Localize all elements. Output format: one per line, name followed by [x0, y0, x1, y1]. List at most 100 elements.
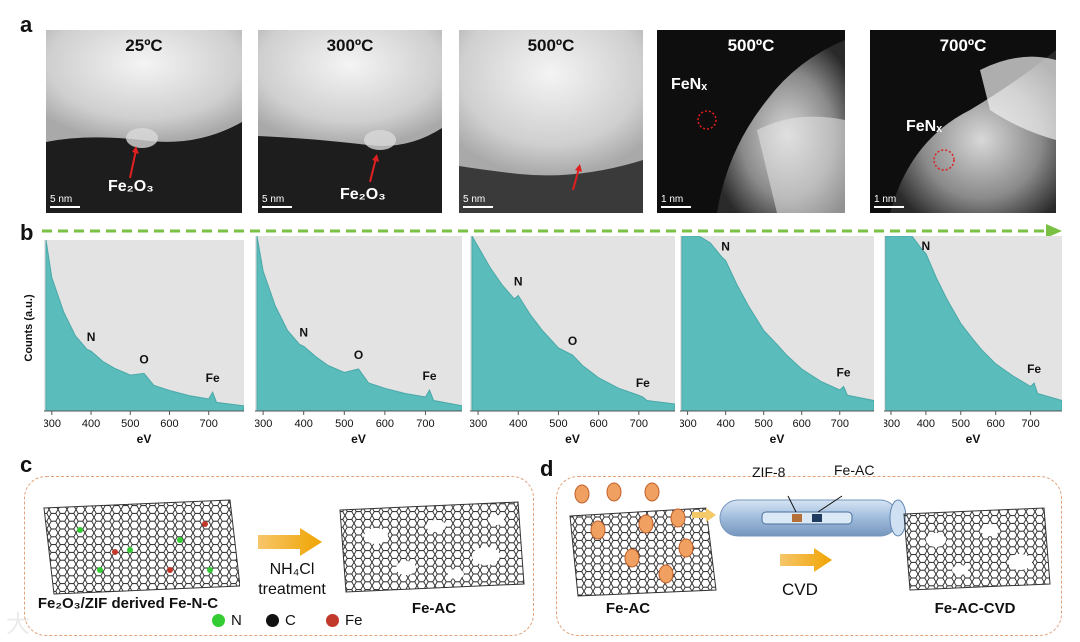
- panel-d-caption-left: Fe-AC: [605, 600, 651, 617]
- scale-bar-1: 5 nm: [50, 194, 80, 208]
- tem-image-3: 500ºC 5 nm: [459, 30, 643, 213]
- x-axis-label: eV: [565, 432, 580, 446]
- x-tick-label: 500: [952, 418, 970, 430]
- eels-spectrum-1: 300 400 500 600 700 eV N O Fe: [44, 240, 244, 446]
- fe-ac-cvd-sheet: [903, 507, 1051, 591]
- x-tick-label: 300: [255, 418, 272, 430]
- peak-label-n: N: [299, 325, 308, 339]
- spectrum-ylabel-wrap: Counts (a.u.): [14, 262, 44, 412]
- tem-temperature-2: 300ºC: [326, 36, 374, 55]
- tem-annotation-2: Fe₂O₃: [340, 186, 386, 203]
- x-tick-label: 500: [549, 418, 567, 430]
- x-tick-label: 400: [716, 418, 734, 430]
- cvd-tube: [719, 495, 906, 537]
- eels-spectrum-2: 300 400 500 600 700 eV N O Fe: [255, 236, 462, 446]
- treatment-arrow: [258, 528, 322, 556]
- x-tick-label: 600: [376, 418, 394, 430]
- x-tick-label: 400: [295, 418, 313, 430]
- scale-bar-3: 5 nm: [463, 194, 493, 208]
- spectrum-area: [256, 236, 462, 412]
- panel-label-c: c: [20, 452, 33, 477]
- x-axis-label: eV: [137, 432, 152, 446]
- peak-label-o: O: [139, 352, 148, 366]
- x-tick-label: 700: [200, 418, 218, 430]
- fe-atom-icon: [326, 614, 339, 627]
- tem-image-4: 500ºC FeNₓ 1 nm: [657, 30, 845, 213]
- feed-arrow: [692, 508, 716, 522]
- x-axis-label: eV: [770, 432, 785, 446]
- peak-label-n: N: [721, 240, 730, 254]
- peak-label-n: N: [922, 239, 931, 253]
- peak-label-fe: Fe: [206, 371, 220, 385]
- tube-label-fe-ac: Fe-AC: [834, 462, 875, 478]
- tem-annotation-1: Fe₂O₃: [108, 178, 154, 195]
- x-tick-label: 400: [509, 418, 527, 430]
- tem-temperature-1: 25ºC: [125, 36, 163, 55]
- n-atom-icon: [212, 614, 225, 627]
- panel-label-b: b: [20, 220, 34, 245]
- x-tick-label: 600: [160, 418, 178, 430]
- x-axis-label: eV: [351, 432, 366, 446]
- peak-label-fe: Fe: [837, 366, 851, 380]
- fe-ac-sheet: [339, 501, 525, 593]
- spectrum-area: [471, 236, 675, 412]
- spectrum-area: [885, 236, 1062, 412]
- x-tick-label: 300: [884, 418, 900, 430]
- panel-label-a: a: [20, 12, 33, 37]
- cvd-arrow: [780, 548, 832, 572]
- x-axis-label: eV: [966, 432, 981, 446]
- spectrum-area: [45, 240, 244, 412]
- tem-image-5: 700ºC FeNₓ 1 nm: [870, 30, 1056, 213]
- temperature-progression-arrow: [42, 224, 1062, 238]
- cvd-label: CVD: [782, 580, 818, 599]
- panel-c-box: [24, 476, 534, 636]
- panel-d-box: [556, 476, 1062, 636]
- tem-temperature-3: 500ºC: [527, 36, 575, 55]
- peak-label-o: O: [354, 348, 363, 362]
- tem-annotation-4: FeNₓ: [671, 76, 708, 93]
- panel-label-d: d: [540, 456, 554, 481]
- peak-label-n: N: [514, 275, 523, 289]
- x-tick-label: 500: [335, 418, 353, 430]
- legend-item-fe: Fe: [326, 612, 363, 629]
- panel-c-caption-left: Fe₂O₃/ZIF derived Fe-N-C: [37, 595, 219, 612]
- x-tick-label: 700: [630, 418, 648, 430]
- x-tick-label: 700: [1021, 418, 1039, 430]
- x-tick-label: 400: [917, 418, 935, 430]
- x-tick-label: 600: [793, 418, 811, 430]
- scale-bar-2: 5 nm: [262, 194, 292, 208]
- legend-item-c: C: [266, 612, 296, 629]
- eels-spectrum-5: 300 400 500 600 700 eV N Fe: [884, 236, 1062, 446]
- treatment-label: NH₄Cl treatment: [244, 560, 340, 600]
- spectrum-area: [681, 236, 874, 412]
- eels-spectrum-4: 300 400 500 600 700 eV N Fe: [680, 236, 874, 446]
- peak-label-fe: Fe: [1027, 362, 1041, 376]
- legend-item-n: N: [212, 612, 242, 629]
- x-tick-label: 300: [470, 418, 487, 430]
- treatment-label-line2: treatment: [258, 581, 326, 598]
- x-tick-label: 300: [44, 418, 61, 430]
- treatment-label-line1: NH₄Cl: [269, 561, 315, 578]
- peak-label-o: O: [568, 334, 577, 348]
- x-tick-label: 600: [589, 418, 607, 430]
- fe-n-c-sheet: [43, 499, 240, 595]
- tem-annotation-5: FeNₓ: [906, 118, 943, 135]
- tem-temperature-4: 500ºC: [727, 36, 775, 55]
- eels-spectrum-3: 300 400 500 600 700 eV N O Fe: [470, 236, 675, 446]
- tem-temperature-5: 700ºC: [939, 36, 987, 55]
- x-tick-label: 700: [416, 418, 434, 430]
- panel-c-caption-right: Fe-AC: [411, 600, 457, 617]
- panel-d-caption-right: Fe-AC-CVD: [934, 600, 1016, 617]
- peak-label-fe: Fe: [423, 369, 437, 383]
- fe-ac-precursor-sheet: [569, 482, 717, 597]
- x-tick-label: 300: [680, 418, 697, 430]
- peak-label-fe: Fe: [636, 376, 650, 390]
- x-tick-label: 700: [831, 418, 849, 430]
- tem-image-2: 300ºC Fe₂O₃ 5 nm: [258, 30, 442, 213]
- tem-image-1: 25ºC Fe₂O₃ 5 nm: [46, 30, 242, 213]
- c-atom-icon: [266, 614, 279, 627]
- scale-bar-5: 1 nm: [874, 194, 904, 208]
- x-tick-label: 500: [121, 418, 139, 430]
- tube-label-zif8: ZIF-8: [752, 464, 786, 480]
- x-tick-label: 600: [987, 418, 1005, 430]
